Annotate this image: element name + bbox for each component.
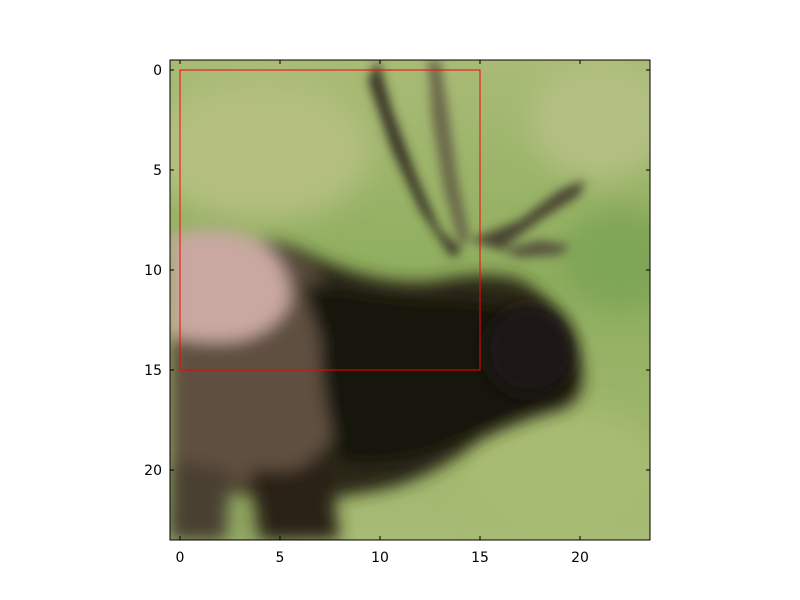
y-tick-label: 5 (153, 163, 162, 179)
x-tick-label: 5 (276, 550, 285, 566)
photo-image (170, 60, 650, 540)
y-tick-label: 20 (144, 463, 162, 479)
y-axis-ticks: 0 5 10 15 20 (144, 63, 650, 479)
highlight-box (179, 69, 481, 371)
x-tick-label: 0 (176, 550, 185, 566)
y-tick-label: 15 (144, 363, 162, 379)
x-tick-label: 20 (571, 550, 589, 566)
axes-frame (169, 59, 651, 541)
y-tick-label: 10 (144, 263, 162, 279)
x-tick-label: 15 (471, 550, 489, 566)
x-tick-label: 10 (371, 550, 389, 566)
x-axis-ticks: 0 5 10 15 20 (176, 60, 589, 566)
y-tick-label: 0 (153, 63, 162, 79)
